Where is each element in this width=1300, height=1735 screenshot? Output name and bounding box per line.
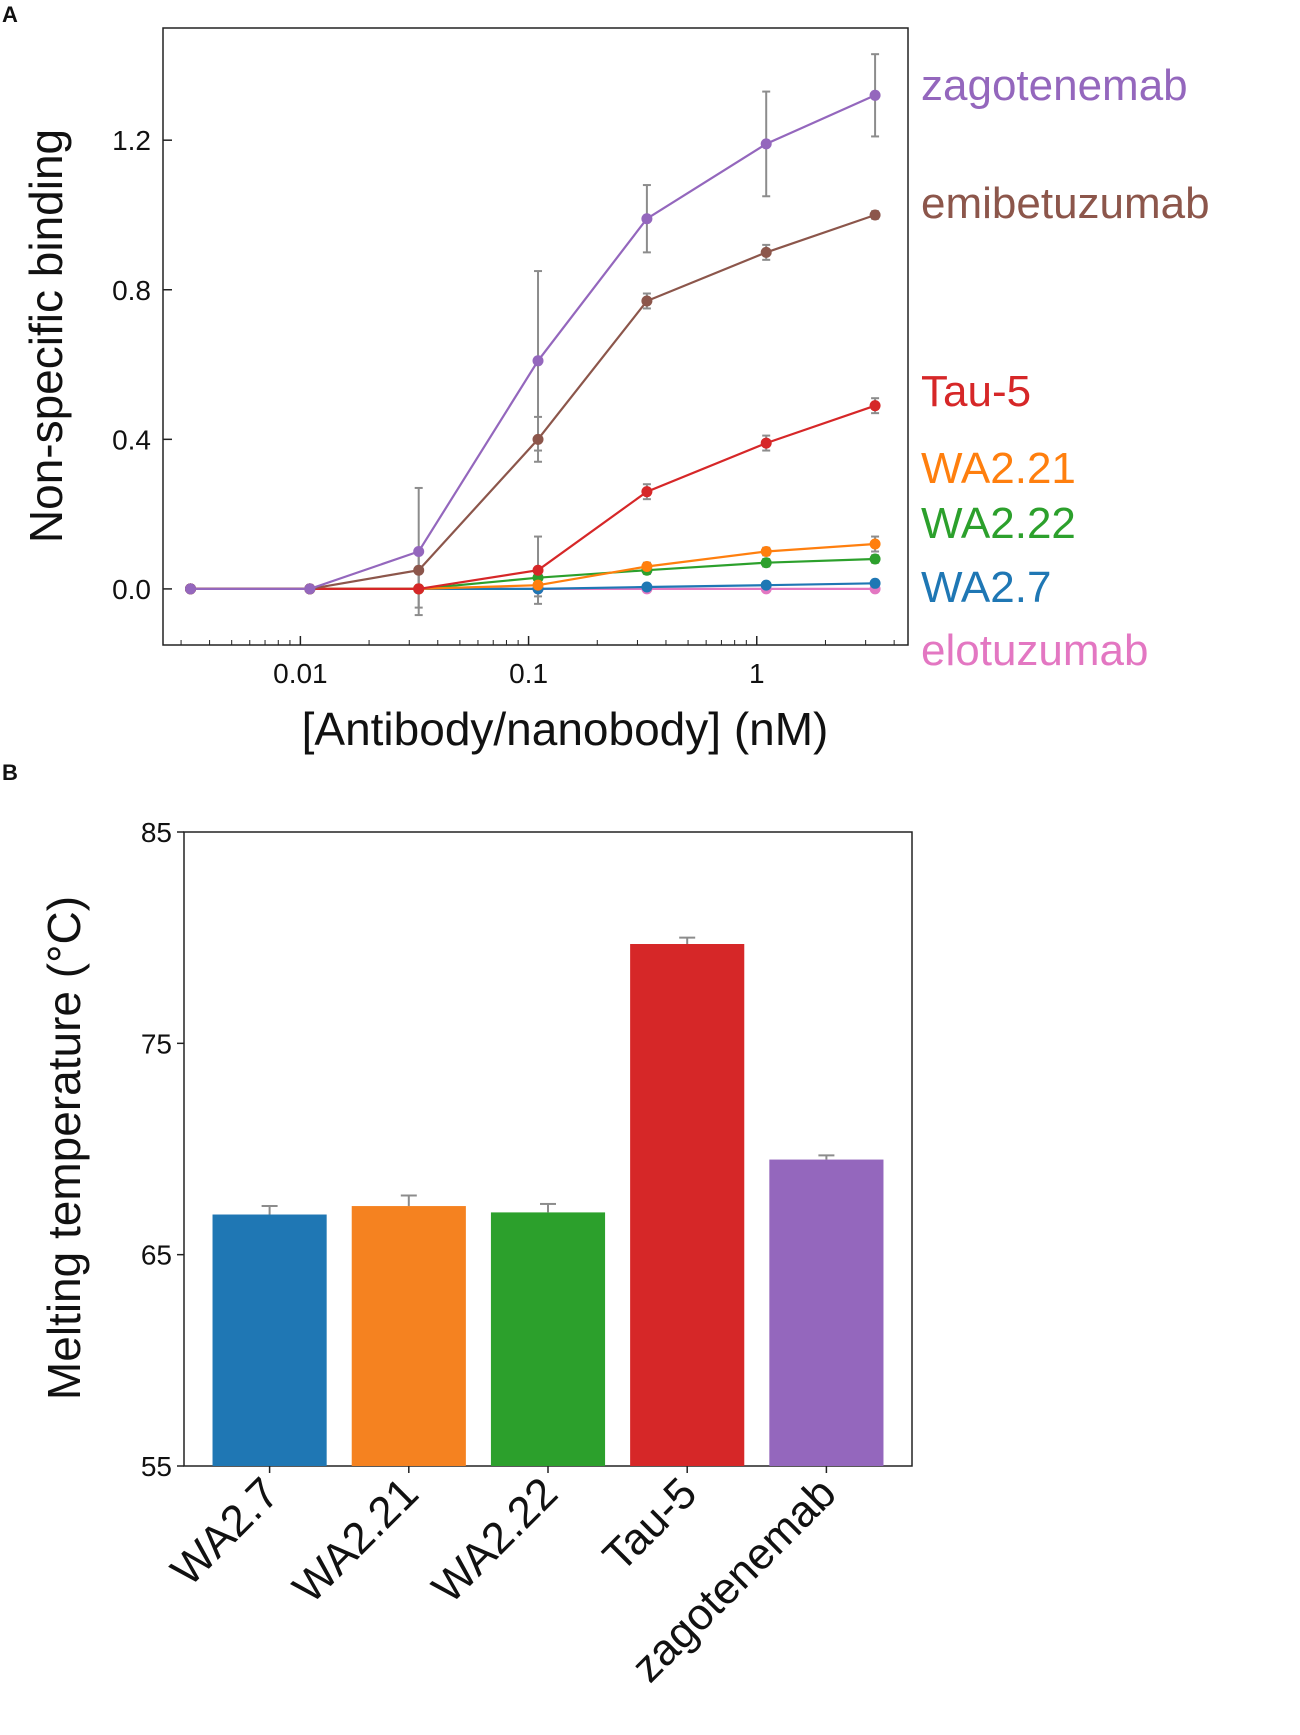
data-point-zagotenemab — [532, 355, 544, 367]
series-label-Tau-5: Tau-5 — [921, 367, 1031, 416]
panel-a-x-ticks: 0.01 0.1 1 — [273, 636, 765, 689]
data-point-WA2.7 — [760, 579, 772, 591]
bar-WA2.21 — [351, 1206, 466, 1466]
series-label-WA2.7: WA2.7 — [921, 563, 1051, 612]
data-point-Tau-5 — [532, 564, 544, 576]
y-tick-label: 1.2 — [112, 125, 151, 156]
panel-a-plot-frame — [162, 27, 909, 646]
panel-b-y-ticks: 55 65 75 85 — [141, 817, 184, 1482]
data-point-zagotenemab — [304, 583, 316, 595]
x-tick-label: 1 — [749, 658, 765, 689]
series-label-WA2.21: WA2.21 — [921, 444, 1076, 493]
panel-b-y-axis-title: Melting temperature (°C) — [38, 896, 90, 1400]
data-point-emibetuzumab — [760, 246, 772, 258]
bar-WA2.22 — [490, 1212, 606, 1466]
data-point-emibetuzumab — [869, 209, 881, 221]
series-label-WA2.22: WA2.22 — [921, 499, 1076, 548]
y-tick-label: 85 — [141, 817, 172, 848]
category-label-Tau-5: Tau-5 — [594, 1468, 706, 1580]
series-line-zagotenemab — [190, 94, 876, 591]
series-line-emibetuzumab — [190, 213, 876, 591]
panel-a-series-labels: zagotenemab emibetuzumab Tau-5 WA2.21 WA2.22… — [921, 61, 1210, 675]
data-point-zagotenemab — [185, 583, 197, 595]
data-point-zagotenemab — [760, 138, 772, 150]
panel-a-y-ticks: 0.0 0.4 0.8 1.2 — [112, 125, 172, 605]
data-point-Tau-5 — [413, 583, 425, 595]
panel-a-label: A — [2, 2, 18, 27]
series-label-elotuzumab: elotuzumab — [921, 626, 1148, 675]
data-point-WA2.7 — [641, 581, 653, 593]
panel-a-y-axis-title: Non-specific binding — [20, 129, 72, 543]
panel-b-label: B — [2, 760, 18, 785]
data-point-zagotenemab — [641, 213, 653, 225]
data-point-emibetuzumab — [413, 564, 425, 576]
y-tick-label: 65 — [141, 1240, 172, 1271]
category-label-WA2.21: WA2.21 — [284, 1468, 428, 1612]
series-label-zagotenemab: zagotenemab — [921, 61, 1188, 110]
data-point-zagotenemab — [869, 89, 881, 101]
panel-a-series — [185, 53, 881, 617]
y-tick-label: 0.4 — [112, 424, 151, 455]
series-label-emibetuzumab: emibetuzumab — [921, 179, 1210, 228]
data-point-WA2.7 — [869, 577, 881, 589]
data-point-emibetuzumab — [532, 433, 544, 445]
bar-Tau-5 — [630, 944, 745, 1466]
y-tick-label: 0.8 — [112, 275, 151, 306]
panel-b-bars — [212, 936, 884, 1466]
data-point-WA2.22 — [869, 553, 881, 565]
data-point-WA2.21 — [869, 538, 881, 550]
data-point-WA2.22 — [760, 557, 772, 569]
panel-a-chart: 0.01 0.1 1 0.0 0.4 0.8 1.2 zagotenemab emibetu… — [20, 27, 1210, 755]
y-tick-label: 55 — [141, 1451, 172, 1482]
category-label-WA2.7: WA2.7 — [162, 1468, 289, 1595]
y-tick-label: 0.0 — [112, 574, 151, 605]
x-tick-label: 0.01 — [273, 658, 328, 689]
data-point-Tau-5 — [641, 486, 653, 498]
data-point-WA2.21 — [641, 560, 653, 572]
series-line-WA2.21 — [190, 542, 876, 591]
x-tick-label: 0.1 — [509, 658, 548, 689]
data-point-zagotenemab — [413, 546, 425, 558]
data-point-WA2.21 — [532, 579, 544, 591]
category-label-WA2.22: WA2.22 — [423, 1468, 567, 1612]
panel-a-x-axis-title: [Antibody/nanobody] (nM) — [302, 703, 829, 755]
y-tick-label: 75 — [141, 1028, 172, 1059]
data-point-Tau-5 — [869, 400, 881, 412]
data-point-Tau-5 — [760, 437, 772, 449]
data-point-emibetuzumab — [641, 295, 653, 307]
bar-WA2.7 — [212, 1214, 327, 1466]
panel-a-minor-ticks — [180, 640, 895, 645]
data-point-WA2.21 — [760, 546, 772, 558]
bar-zagotenemab — [769, 1159, 884, 1466]
